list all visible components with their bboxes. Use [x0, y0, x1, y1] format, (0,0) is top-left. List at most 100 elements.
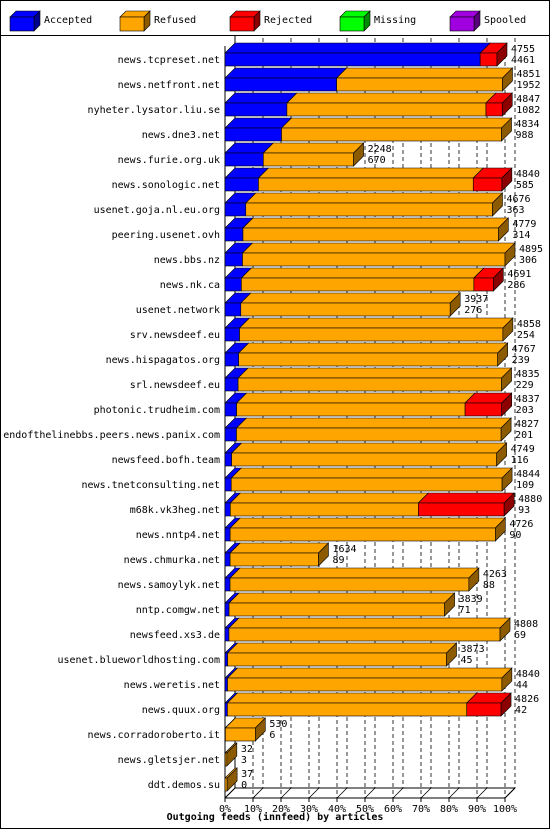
x-tick-label: 0%: [219, 804, 231, 815]
bar-segment-refused: [242, 227, 499, 242]
category-label: usenet.blueworldhosting.com: [57, 655, 220, 666]
bar-segment-accepted: [224, 702, 228, 717]
bar-segment-accepted: [224, 152, 264, 167]
category-label: news.chmurka.net: [124, 555, 220, 566]
bar-segment-top-refused: [286, 92, 497, 104]
bar-accepted-label: 3: [241, 755, 247, 766]
bar-segment-side-refused: [318, 542, 329, 567]
bar-segment-side-refused: [496, 442, 507, 467]
bar-accepted-label: 229: [516, 380, 534, 391]
bar-segment-accepted: [224, 552, 231, 567]
category-label: endofthelinebbs.peers.news.panix.com: [3, 430, 220, 441]
bar-segment-accepted: [224, 627, 230, 642]
x-tick-diagonal: [224, 787, 236, 799]
bar-segment-top-refused: [240, 292, 461, 304]
bar-segment-refused: [229, 527, 496, 542]
bar-segment-refused: [236, 402, 466, 417]
bar-segment-top-refused: [242, 217, 510, 229]
bar-total-label: 4834: [516, 119, 540, 130]
x-tick-label: 70%: [412, 804, 430, 815]
bar-total-label: 3937: [464, 294, 488, 305]
x-tick-diagonal: [448, 787, 460, 799]
x-axis-label: Outgoing feeds (innfeed) by articles: [167, 811, 384, 823]
bar-segment-accepted: [224, 527, 231, 542]
x-tick-label: 10%: [244, 804, 262, 815]
category-label: usenet.goja.nl.eu.org: [94, 205, 220, 216]
category-label: news.tcpreset.net: [118, 55, 220, 66]
category-label: news.bbs.nz: [154, 255, 220, 266]
bar-segment-side-rejected: [496, 42, 508, 67]
bar-total-label: 2248: [368, 144, 392, 155]
category-label: news.furie.org.uk: [118, 155, 220, 166]
bar-segment-accepted: [224, 502, 231, 517]
bar-segment-refused: [239, 327, 504, 342]
bar-segment-top-refused: [230, 467, 513, 479]
category-label: photonic.trudheim.com: [94, 405, 220, 416]
bar-segment-side-refused: [449, 292, 461, 317]
bar-accepted-label: 239: [512, 355, 530, 366]
x-tick-diagonal: [280, 787, 292, 799]
x-tick-diagonal: [392, 787, 404, 799]
bar-segment-accepted: [224, 252, 243, 267]
bar-segment-side-refused: [501, 117, 512, 142]
bar-total-label: 4767: [512, 344, 536, 355]
bar-total-label: 3873: [461, 644, 485, 655]
bar-segment-accepted: [224, 602, 230, 617]
x-tick-label: 100%: [493, 804, 517, 815]
bar-segment-side-refused: [501, 467, 513, 492]
bar-segment-accepted: [224, 52, 481, 67]
legend-swatch: [229, 16, 255, 32]
bar-segment-refused: [230, 502, 419, 517]
x-tick-diagonal: [504, 787, 516, 799]
bar-segment-refused: [336, 77, 503, 92]
bar-segment-accepted: [224, 277, 242, 292]
category-label: usenet.network: [136, 305, 220, 316]
bar-segment-top-rejected: [417, 492, 515, 504]
bar-accepted-label: 201: [515, 430, 533, 441]
bar-segment-accepted: [224, 102, 288, 117]
bar-segment-top-accepted: [224, 117, 293, 129]
bar-segment-accepted: [224, 327, 240, 342]
bar-segment-top-refused: [228, 617, 511, 629]
category-label: nntp.comgw.net: [136, 605, 220, 616]
bar-segment-refused: [231, 452, 497, 467]
legend-swatch: [9, 16, 35, 32]
legend-label: Missing: [374, 15, 416, 26]
bar-segment-refused: [227, 702, 468, 717]
bar-accepted-label: 71: [459, 605, 471, 616]
category-label: news.dne3.net: [142, 130, 220, 141]
bar-accepted-label: 314: [512, 230, 530, 241]
category-label: nyheter.lysator.liu.se: [88, 105, 220, 116]
x-tick-label: 50%: [356, 804, 374, 815]
category-label: news.corradoroberto.it: [88, 730, 220, 741]
bar-segment-side-refused: [495, 517, 506, 542]
bar-row: 370: [224, 767, 253, 792]
category-label: news.netfront.net: [118, 80, 220, 91]
bar-segment-accepted: [224, 577, 231, 592]
bar-accepted-label: 89: [332, 555, 344, 566]
x-axis: 0% 10% 20% 30% 40% 50% 60% 70% 80% 90% 100%: [219, 787, 517, 815]
bar-segment-accepted: [224, 402, 237, 417]
bar-segment-refused: [241, 277, 475, 292]
bar-accepted-label: 306: [519, 255, 537, 266]
bar-segment-accepted: [224, 302, 242, 317]
x-tick-diagonal: [364, 787, 376, 799]
x-tick-label: 80%: [440, 804, 458, 815]
bar-segment-side-rejected: [501, 167, 513, 192]
bar-segment-rejected: [473, 277, 494, 292]
bar-total-label: 4755: [511, 44, 535, 55]
bar-total-label: 4847: [516, 94, 540, 105]
x-tick-diagonal: [336, 787, 348, 799]
legend-label: Spooled: [484, 15, 526, 26]
